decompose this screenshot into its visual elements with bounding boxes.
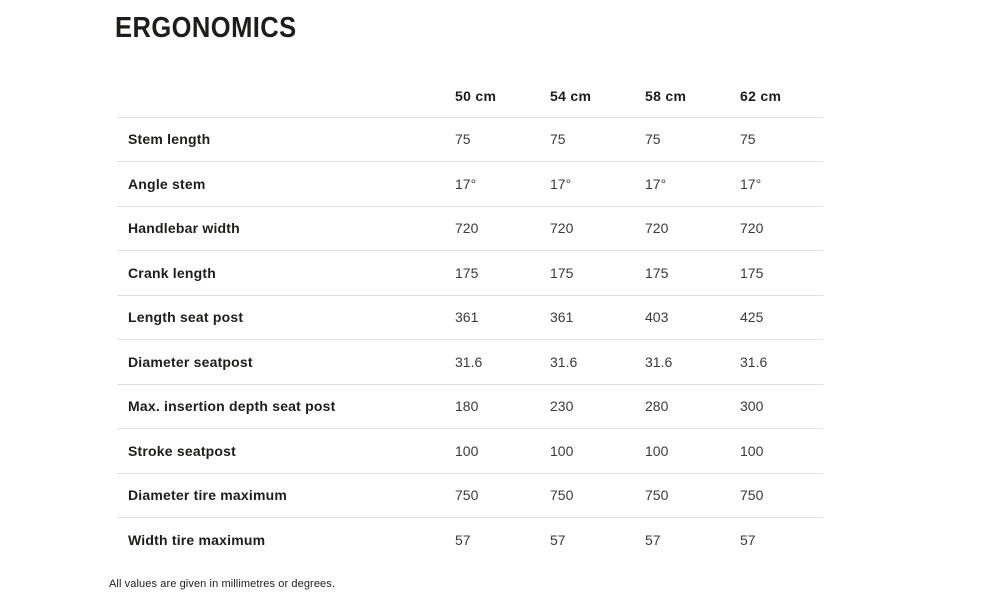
spec-table-container: 50 cm 54 cm 58 cm 62 cm Stem length 75 75 75 75…	[117, 75, 823, 562]
cell-value: 100	[455, 428, 550, 474]
table-row: Diameter seatpost 31.6 31.6 31.6 31.6	[117, 339, 823, 385]
cell-value: 31.6	[740, 339, 823, 385]
cell-value: 750	[550, 473, 645, 518]
cell-value: 230	[550, 384, 645, 429]
cell-value: 750	[645, 473, 740, 518]
cell-value: 57	[740, 532, 756, 548]
cell-value: 75	[455, 117, 550, 162]
row-label: Diameter tire maximum	[117, 473, 455, 518]
cell-value: 720	[740, 206, 823, 251]
cell-value: 175	[740, 250, 823, 296]
table-row: Angle stem 17° 17° 17° 17°	[117, 161, 823, 207]
column-header: 50 cm	[455, 75, 550, 118]
cell-value: 17°	[550, 161, 645, 207]
table-body: Stem length 75 75 75 75 Angle stem 17° 17° 17° 17…	[117, 117, 823, 562]
cell-value: 100	[550, 428, 645, 474]
cell-value: 75	[550, 117, 645, 162]
table-row: Width tire maximum 57 57 57 57	[117, 518, 823, 563]
row-label: Angle stem	[117, 161, 455, 207]
footnote: All values are given in millimetres or d…	[109, 578, 336, 590]
cell-value: 100	[645, 428, 740, 474]
cell-value: 31.6	[645, 339, 740, 385]
row-label: Width tire maximum	[128, 532, 266, 548]
cell-value: 57	[550, 532, 566, 548]
cell-value: 403	[645, 295, 740, 340]
column-header: 62 cm	[740, 75, 823, 118]
cell-value: 17°	[455, 161, 550, 207]
table-header-row: 50 cm 54 cm 58 cm 62 cm	[117, 75, 823, 118]
cell-value: 750	[740, 473, 823, 518]
column-header: 54 cm	[550, 75, 645, 118]
corner-cell	[117, 75, 455, 118]
cell-value: 100	[740, 428, 823, 474]
row-label: Stem length	[117, 117, 455, 162]
cell-value: 280	[645, 384, 740, 429]
cell-value: 17°	[740, 161, 823, 207]
table-row: Diameter tire maximum 750 750 750 750	[117, 473, 823, 518]
row-label: Handlebar width	[117, 206, 455, 251]
cell-value: 57	[645, 532, 661, 548]
cell-value: 175	[550, 250, 645, 296]
cell-value: 361	[455, 295, 550, 340]
cell-value: 57	[455, 532, 471, 548]
row-label: Diameter seatpost	[117, 339, 455, 385]
table-row: Max. insertion depth seat post 180 230 280 3…	[117, 384, 823, 429]
row-label: Crank length	[117, 250, 455, 296]
row-label: Length seat post	[117, 295, 455, 340]
cell-value: 361	[550, 295, 645, 340]
cell-value: 720	[455, 206, 550, 251]
cell-value: 31.6	[550, 339, 645, 385]
page-title: ERGONOMICS	[115, 12, 297, 44]
ergonomics-table: 50 cm 54 cm 58 cm 62 cm Stem length 75 75 75 75…	[117, 75, 823, 562]
table-row: Stroke seatpost 100 100 100 100	[117, 428, 823, 474]
row-label: Max. insertion depth seat post	[117, 384, 455, 429]
table-row: Stem length 75 75 75 75	[117, 117, 823, 162]
cell-value: 175	[645, 250, 740, 296]
cell-value: 31.6	[455, 339, 550, 385]
table-row: Handlebar width 720 720 720 720	[117, 206, 823, 251]
cell-value: 425	[740, 295, 823, 340]
cell-value: 750	[455, 473, 550, 518]
cell-value: 75	[740, 117, 823, 162]
row-label: Stroke seatpost	[117, 428, 455, 474]
table-row: Crank length 175 175 175 175	[117, 250, 823, 296]
cell-value: 720	[550, 206, 645, 251]
cell-value: 720	[645, 206, 740, 251]
cell-value: 180	[455, 384, 550, 429]
column-header: 58 cm	[645, 75, 740, 118]
cell-value: 75	[645, 117, 740, 162]
table-row: Length seat post 361 361 403 425	[117, 295, 823, 340]
cell-value: 300	[740, 384, 823, 429]
cell-value: 175	[455, 250, 550, 296]
cell-value: 17°	[645, 161, 740, 207]
